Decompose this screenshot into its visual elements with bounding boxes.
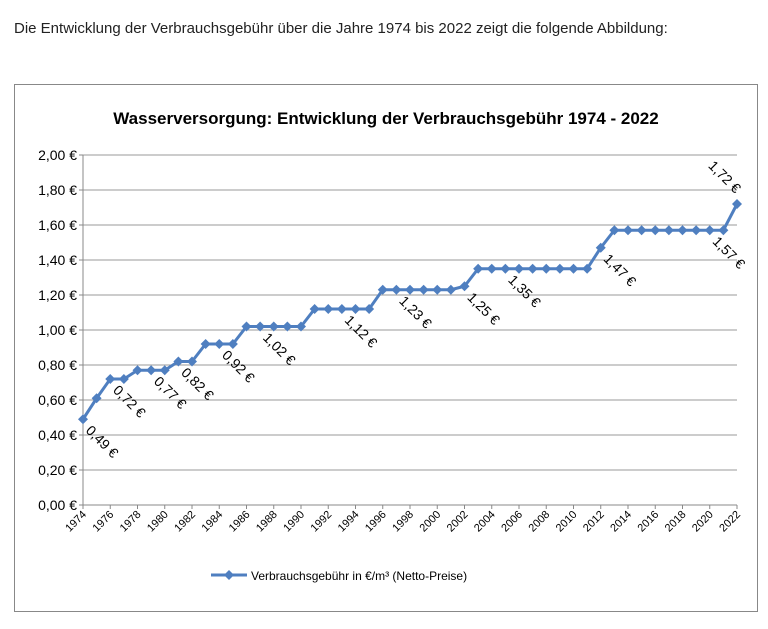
data-point [418,284,429,295]
data-point [391,284,402,295]
data-point [350,304,361,314]
data-point [200,339,211,349]
data-point [146,365,157,376]
data-point [473,263,484,274]
legend-marker [224,570,234,580]
y-tick-label: 0,60 € [38,392,77,408]
data-point [323,304,334,314]
data-point [78,414,88,425]
y-tick-label: 1,40 € [38,252,77,268]
data-point [118,374,129,384]
data-point [405,284,415,295]
data-point [704,225,715,236]
legend-label: Verbrauchsgebühr in €/m³ (Netto-Preise) [251,569,467,583]
y-tick-label: 2,00 € [38,147,77,163]
data-point [691,225,702,236]
data-point [527,263,538,274]
data-point [636,225,647,236]
y-tick-label: 0,20 € [38,462,77,478]
data-point [514,263,524,274]
data-point [214,339,225,349]
y-tick-label: 1,80 € [38,182,77,198]
chart-title: Wasserversorgung: Entwicklung der Verbra… [113,109,658,128]
data-point [377,284,388,295]
data-point [445,284,456,295]
data-point [582,263,593,274]
chart: Wasserversorgung: Entwicklung der Verbra… [14,84,758,612]
data-point [500,263,511,274]
data-point [241,321,252,332]
data-point [91,393,102,404]
data-point [268,321,279,332]
data-point [541,263,552,274]
data-point [677,225,688,236]
intro-text: Die Entwicklung der Verbrauchsgebühr übe… [14,20,668,37]
data-point [296,321,306,332]
data-point [595,242,606,253]
y-tick-label: 0,00 € [38,497,77,513]
chart-border [14,84,758,612]
data-point [718,225,729,236]
y-tick-label: 0,40 € [38,427,77,443]
data-point [173,356,184,367]
data-point [282,321,293,332]
data-point [486,263,497,274]
data-point [364,304,375,314]
data-point [459,281,470,292]
data-point [650,225,661,236]
data-point [732,199,742,209]
data-point [663,225,674,236]
data-point [132,365,143,376]
data-point [432,284,443,295]
y-tick-label: 0,80 € [38,357,77,373]
data-point [309,304,320,314]
data-point [187,356,197,367]
data-point [336,304,347,314]
y-tick-label: 1,60 € [38,217,77,233]
data-point [105,374,116,384]
data-point [609,225,620,236]
y-tick-label: 1,00 € [38,322,77,338]
data-point [227,339,238,349]
data-point [159,365,170,376]
data-point [623,225,633,236]
data-point [255,321,266,332]
y-tick-label: 1,20 € [38,287,77,303]
data-point [554,263,565,274]
data-point [568,263,579,274]
